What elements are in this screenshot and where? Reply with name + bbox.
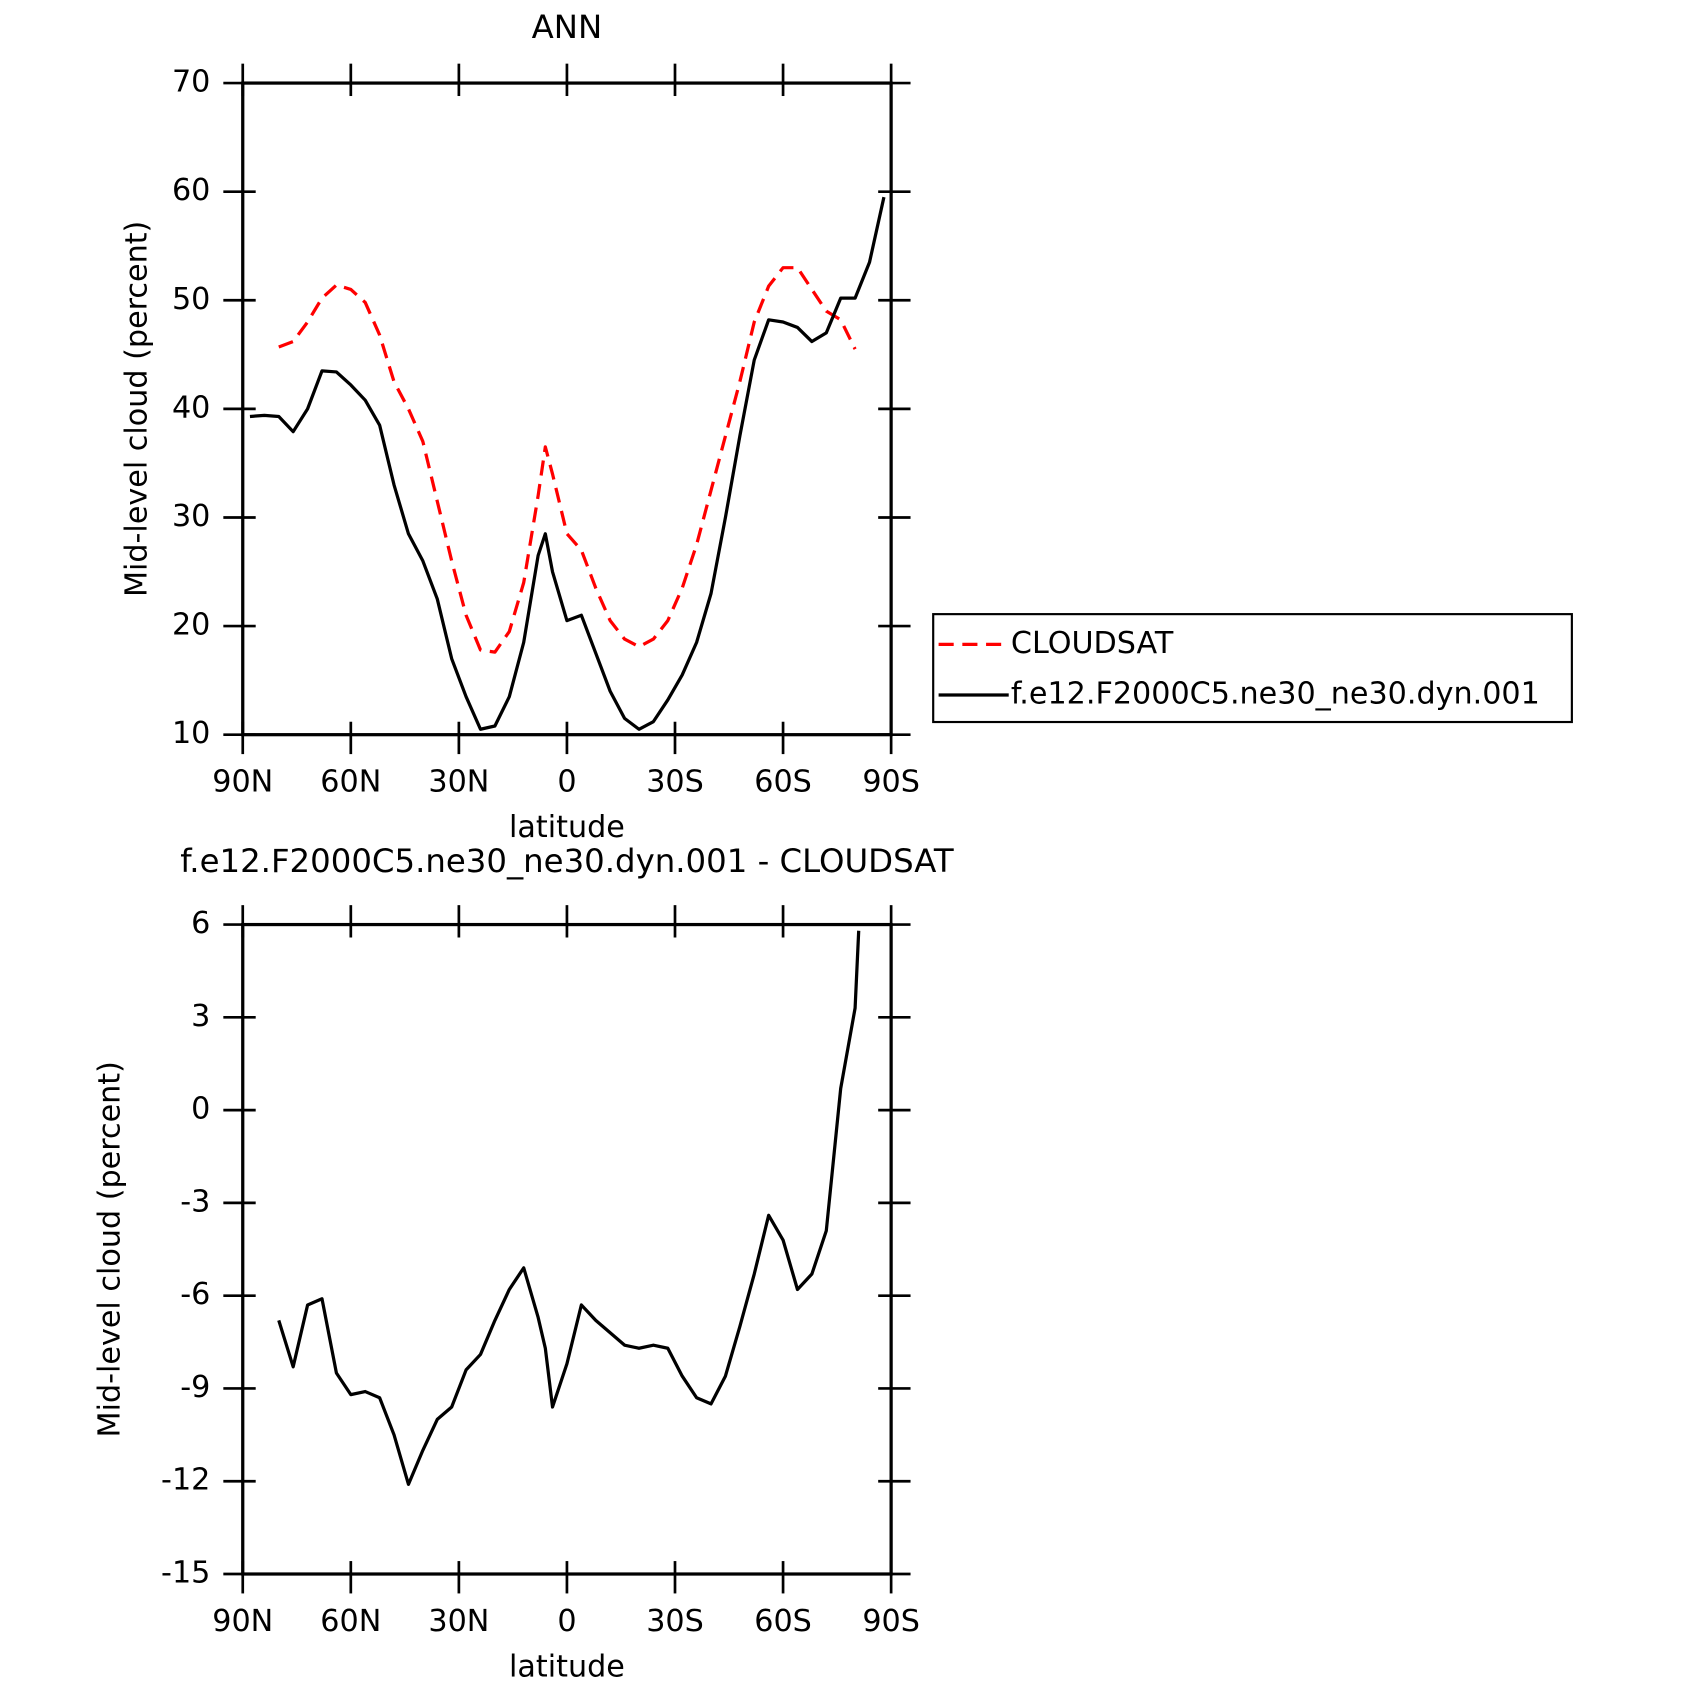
plot-frame — [241, 922, 893, 1576]
x-tick-label: 60S — [754, 765, 812, 800]
x-tick-label: 90N — [212, 765, 273, 800]
data-line — [278, 266, 857, 654]
x-tick-label: 90S — [862, 1604, 920, 1639]
x-axis-label: latitude — [509, 1649, 625, 1684]
y-tick-label: 70 — [172, 65, 210, 100]
legend-label: CLOUDSAT — [1011, 626, 1174, 661]
y-tick-label: 30 — [172, 499, 210, 534]
legend-box — [932, 613, 1573, 724]
y-tick-label: 6 — [191, 906, 210, 941]
x-tick-label: 30N — [428, 765, 489, 800]
chart-title: f.e12.F2000C5.ne30_ne30.dyn.001 - CLOUDS… — [180, 842, 954, 880]
plot-frame — [241, 81, 893, 737]
y-tick-label: 60 — [172, 173, 210, 208]
y-tick-label: -9 — [180, 1370, 210, 1405]
y-tick-label: -3 — [180, 1184, 210, 1219]
y-tick-label: -6 — [180, 1277, 210, 1312]
data-line — [277, 930, 861, 1486]
x-tick-label: 30S — [646, 765, 704, 800]
x-tick-label: 0 — [557, 1604, 576, 1639]
chart-title: ANN — [532, 8, 603, 46]
y-tick-label: -15 — [161, 1556, 210, 1591]
y-tick-label: 20 — [172, 608, 210, 643]
y-tick-label: 0 — [191, 1092, 210, 1127]
y-tick-label: 40 — [172, 390, 210, 425]
x-tick-label: 60S — [754, 1604, 812, 1639]
legend-label: f.e12.F2000C5.ne30_ne30.dyn.001 — [1011, 677, 1540, 712]
x-tick-label: 90S — [862, 765, 920, 800]
x-tick-label: 30N — [428, 1604, 489, 1639]
x-axis-label: latitude — [509, 810, 625, 845]
x-tick-label: 60N — [320, 1604, 381, 1639]
y-tick-label: 3 — [191, 999, 210, 1034]
y-tick-label: 50 — [172, 282, 210, 317]
y-axis-label: Mid-level cloud (percent) — [93, 1061, 128, 1437]
data-line — [249, 196, 886, 731]
y-tick-label: -12 — [161, 1463, 210, 1498]
x-tick-label: 60N — [320, 765, 381, 800]
x-tick-label: 90N — [212, 1604, 273, 1639]
y-axis-label: Mid-level cloud (percent) — [120, 221, 155, 597]
y-tick-label: 10 — [172, 716, 210, 751]
x-tick-label: 0 — [557, 765, 576, 800]
x-tick-label: 30S — [646, 1604, 704, 1639]
